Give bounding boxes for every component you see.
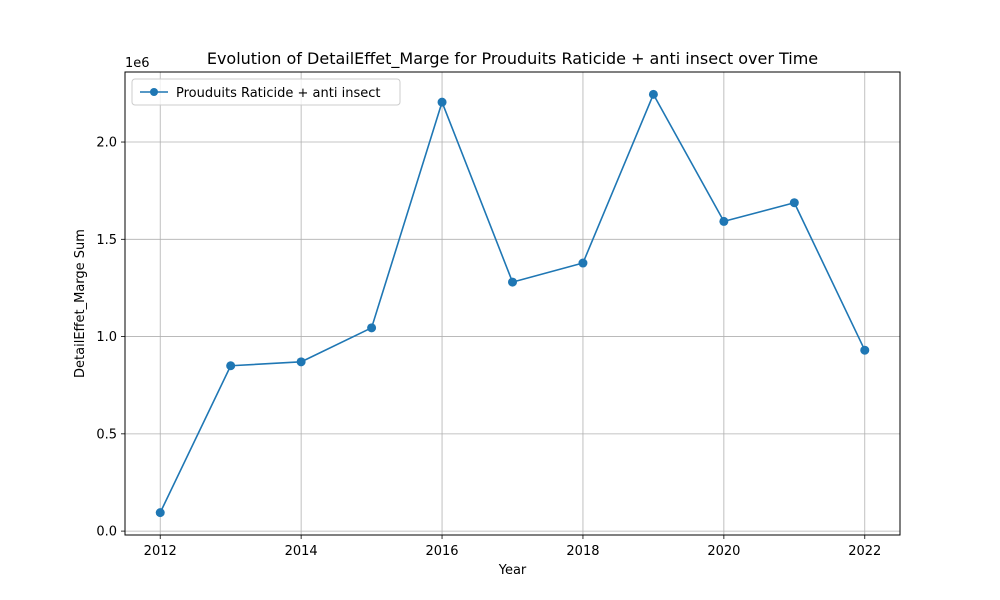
x-axis-label: Year	[498, 563, 527, 578]
data-point	[578, 258, 588, 268]
data-point	[508, 277, 517, 287]
x-tick-label: 2018	[566, 544, 599, 559]
x-tick-label: 2016	[425, 544, 458, 559]
legend-entry-label: Prouduits Raticide + anti insect	[176, 86, 380, 101]
x-tick-label: 2014	[285, 544, 318, 559]
data-point	[719, 216, 729, 226]
plot-area-frame	[124, 71, 901, 536]
data-point	[296, 357, 306, 367]
data-point	[437, 97, 447, 107]
y-tick-label: 1.5	[96, 233, 117, 248]
y-tick-label: 2.0	[96, 136, 117, 151]
legend-marker	[150, 88, 158, 96]
series-0	[155, 89, 870, 518]
data-point	[367, 323, 377, 333]
x-tick-label: 2020	[707, 544, 740, 559]
x-tick-label: 2012	[144, 544, 177, 559]
y-tick-label: 0.5	[96, 427, 117, 442]
data-point	[648, 89, 658, 99]
chart-title: Evolution of DetailEffet_Marge for Proud…	[207, 49, 818, 69]
data-point	[789, 198, 799, 208]
grid	[125, 72, 900, 535]
x-tick-label: 2022	[848, 544, 881, 559]
legend-box	[131, 78, 401, 106]
data-point	[155, 508, 165, 518]
y-axis-offset-label: 1e6	[125, 56, 150, 71]
data-point	[860, 345, 870, 355]
y-axis-label: DetailEffet_Marge Sum	[73, 229, 88, 378]
y-tick-label: 0.0	[96, 525, 117, 540]
axis-ticks: 2012 2014 2016 2018 2020 2022 0.0 0.5 1.0 1.5 2.0	[96, 136, 881, 559]
data-point	[226, 361, 236, 371]
y-tick-label: 1.0	[96, 330, 117, 345]
series-layer	[155, 89, 870, 518]
legend: Prouduits Raticide + anti insect	[131, 78, 401, 106]
